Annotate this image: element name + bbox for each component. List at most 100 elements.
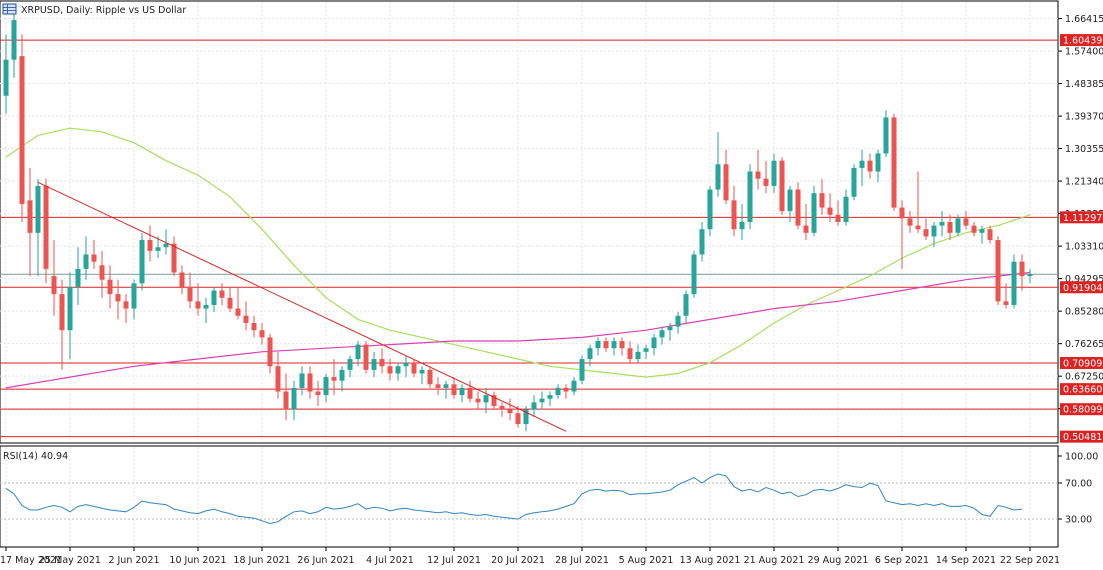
bullish-candle [355, 344, 361, 360]
time-tick-label: 25 May 2021 [39, 555, 101, 566]
bearish-candle [19, 56, 25, 204]
bearish-candle [411, 362, 417, 374]
bullish-candle [371, 359, 377, 370]
bullish-candle [659, 330, 665, 338]
bearish-candle [91, 254, 97, 262]
bullish-candle [707, 189, 713, 230]
bullish-candle [203, 304, 209, 309]
bearish-candle [987, 229, 993, 241]
descending-trendline[interactable] [37, 181, 567, 432]
rsi-line-group [5, 473, 1023, 525]
price-tick-label: 1.66415 [1065, 14, 1103, 25]
price-panel[interactable] [0, 0, 1059, 444]
bullish-candle [539, 398, 545, 403]
rsi-gridlines [0, 482, 1058, 520]
time-tick-label: 29 Aug 2021 [808, 555, 869, 566]
rsi-tick-label: 70.00 [1065, 479, 1092, 490]
bullish-candle [859, 160, 865, 168]
bearish-candle [803, 225, 809, 233]
price-tick-label: 0.76265 [1065, 339, 1103, 350]
time-tick-label: 18 Jun 2021 [233, 555, 290, 566]
level-badge [1060, 430, 1103, 443]
time-tick-label: 22 Sep 2021 [1000, 555, 1060, 566]
rsi-tick-label: 100.00 [1065, 452, 1098, 463]
horizontal-levels[interactable] [0, 39, 1058, 438]
time-tick-label: 14 Sep 2021 [936, 555, 996, 566]
bearish-candle [379, 359, 385, 367]
bullish-candle [83, 254, 89, 269]
level-badge [1060, 383, 1103, 396]
bullish-candle [675, 315, 681, 327]
bearish-candle [827, 207, 833, 215]
bearish-candle [235, 308, 241, 316]
bearish-candle [147, 240, 153, 251]
bullish-candle [715, 164, 721, 190]
time-tick-label: 21 Aug 2021 [744, 555, 805, 566]
bearish-candle [779, 160, 785, 212]
price-tick-label: 0.67250 [1065, 372, 1103, 383]
bullish-candle [139, 240, 145, 284]
bullish-candle [67, 286, 73, 331]
chart-header: XRPUSD, Daily: Ripple vs US Dollar [2, 3, 186, 16]
bullish-candle [747, 171, 753, 222]
bullish-candle [347, 359, 353, 370]
trendline-group[interactable] [37, 181, 567, 432]
bullish-candle [587, 348, 593, 360]
bullish-candle [1027, 274, 1033, 277]
bearish-candle [907, 218, 913, 226]
bearish-candle [315, 391, 321, 396]
bullish-candle [979, 229, 985, 233]
bearish-candle [723, 164, 729, 201]
bearish-candle [963, 218, 969, 226]
bullish-candle [1011, 261, 1017, 305]
bullish-candle [875, 153, 881, 172]
bearish-candle [115, 294, 121, 302]
chart-title: XRPUSD, Daily: Ripple vs US Dollar [21, 5, 186, 16]
bearish-candle [563, 387, 569, 392]
bullish-candle [443, 384, 449, 388]
bullish-candle [11, 20, 17, 60]
bearish-candle [867, 160, 873, 172]
bearish-candle [923, 229, 929, 237]
bearish-candle [243, 315, 249, 323]
bearish-candle [467, 387, 473, 399]
bullish-candle [955, 218, 961, 233]
price-tick-label: 0.94295 [1065, 274, 1103, 285]
bearish-candle [275, 366, 281, 392]
bullish-candle [811, 193, 817, 233]
bearish-candle [259, 330, 265, 338]
price-tick-label: 0.85280 [1065, 307, 1103, 318]
bullish-candle [843, 196, 849, 222]
bearish-candle [1003, 301, 1009, 305]
bearish-candle [219, 290, 225, 298]
bearish-candle [179, 272, 185, 287]
bearish-candle [99, 265, 105, 280]
bearish-candle [27, 200, 33, 233]
bullish-candle [35, 185, 41, 233]
rsi-panel[interactable] [0, 445, 1059, 548]
rsi-axis: 100.00 70.00 30.00 [1058, 452, 1098, 526]
bearish-candle [195, 301, 201, 309]
bullish-candle [523, 409, 529, 424]
bullish-candle [579, 359, 585, 381]
bearish-candle [123, 301, 129, 309]
bullish-candle [395, 366, 401, 374]
bullish-candle [323, 377, 329, 396]
bearish-candle [795, 189, 801, 226]
rsi-line [5, 473, 1023, 525]
level-badge-label: 0.70909 [1063, 358, 1102, 369]
bullish-candle [739, 222, 745, 230]
bearish-candle [515, 413, 521, 424]
time-tick-label: 4 Jul 2021 [366, 555, 414, 566]
bullish-candle [635, 351, 641, 360]
price-tick-label: 1.39370 [1065, 112, 1103, 123]
time-tick-label: 28 Jul 2021 [555, 555, 609, 566]
bearish-candle [627, 348, 633, 360]
bullish-candle [211, 290, 217, 305]
bullish-candle [419, 369, 425, 374]
bullish-candle [931, 225, 937, 237]
bearish-candle [475, 398, 481, 403]
bearish-candle [995, 240, 1001, 302]
bullish-candle [851, 167, 857, 197]
